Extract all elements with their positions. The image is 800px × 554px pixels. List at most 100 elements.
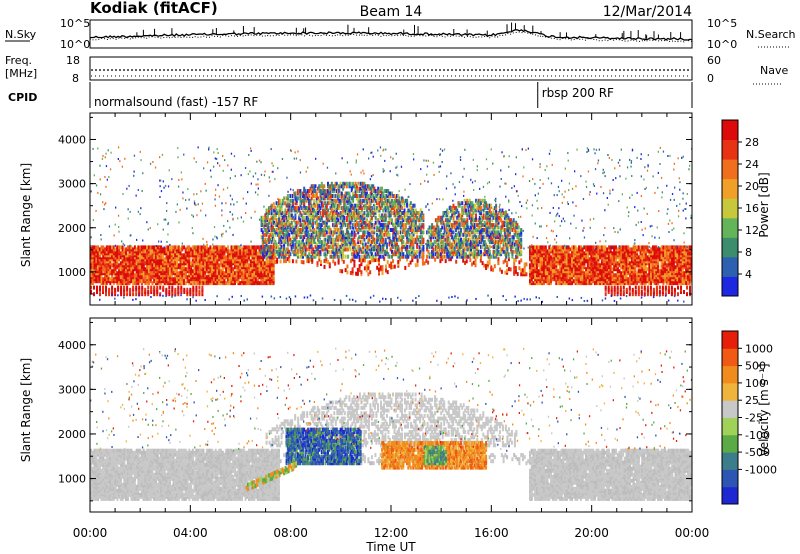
data-cell [274,242,277,247]
data-cell [305,225,308,230]
data-cell [300,252,303,257]
data-cell [400,299,402,302]
data-cell [168,292,171,297]
data-cell [329,215,332,220]
data-cell [102,287,104,292]
data-cell [310,244,313,249]
data-cell [334,198,337,203]
data-cell [664,285,667,290]
data-cell [328,215,331,220]
data-cell [280,203,283,208]
data-cell [170,245,173,250]
data-cell [312,206,314,211]
data-cell [320,203,323,208]
data-cell [340,252,343,257]
data-cell [140,269,143,274]
data-cell [329,191,332,196]
data-cell [293,194,296,198]
data-cell [108,292,111,297]
data-cell [644,245,647,250]
data-cell [313,254,316,259]
data-cell [283,257,286,262]
data-cell [289,223,292,228]
data-cell [286,232,289,237]
data-cell [673,290,676,294]
data-cell [344,242,347,247]
data-cell [350,230,353,235]
data-cell [313,215,316,220]
data-cell [343,184,346,189]
data-cell [283,220,286,225]
data-cell [273,244,276,249]
data-cell [322,228,324,232]
data-cell [307,206,309,211]
data-cell [661,292,664,297]
data-cell [300,228,303,232]
data-cell [283,242,286,247]
data-cell [288,235,291,240]
data-cell [352,252,355,257]
data-cell [248,269,250,274]
data-cell [625,287,628,292]
data-cell [288,237,291,242]
data-cell [334,215,337,220]
data-cell [283,232,286,237]
data-cell [266,230,269,235]
data-cell [327,201,329,206]
data-cell [132,281,135,286]
data-cell [676,245,679,250]
data-cell [562,263,565,268]
data-cell [434,257,437,262]
data-cell [278,201,281,206]
data-cell [281,235,284,240]
data-cell [357,252,360,257]
data-cell [544,261,547,266]
data-cell [499,267,502,272]
data-cell [312,223,314,228]
data-cell [305,198,308,203]
data-cell [273,230,276,235]
data-cell [600,245,603,250]
data-cell [310,247,313,252]
data-cell [392,259,394,264]
data-cell [144,292,147,297]
data-cell [119,251,122,256]
data-cell [353,206,356,211]
data-cell [348,191,351,196]
data-cell [293,208,296,213]
data-cell [300,249,303,254]
data-cell [111,287,114,292]
data-cell [296,232,299,237]
data-cell [404,265,407,270]
data-cell [332,244,335,249]
data-cell [328,186,331,191]
data-cell [347,198,350,203]
data-cell [270,206,273,211]
data-cell [121,279,124,284]
station-title: Kodiak (fitACF) [90,0,218,17]
noise-left-label: N.Sky [5,28,37,41]
data-cell [367,260,370,265]
data-cell [227,251,229,256]
data-cell [344,203,347,208]
data-cell [291,198,294,203]
freq-right-tick-high: 60 [707,54,721,67]
data-cell [352,223,355,228]
data-cell [323,196,326,201]
data-cell [232,267,235,272]
data-cell [606,265,609,270]
data-cell [274,254,277,259]
data-cell [200,245,203,250]
data-cell [244,245,247,250]
data-cell [352,247,355,252]
data-cell [412,299,414,302]
data-cell [290,206,293,211]
data-cell [305,194,308,198]
data-cell [317,215,319,220]
data-cell [264,215,267,220]
data-cell [123,287,126,292]
data-cell [273,220,276,225]
data-cell [609,245,612,250]
data-cell [329,230,332,235]
noise-right-tick-high: 10^5 [707,17,737,30]
